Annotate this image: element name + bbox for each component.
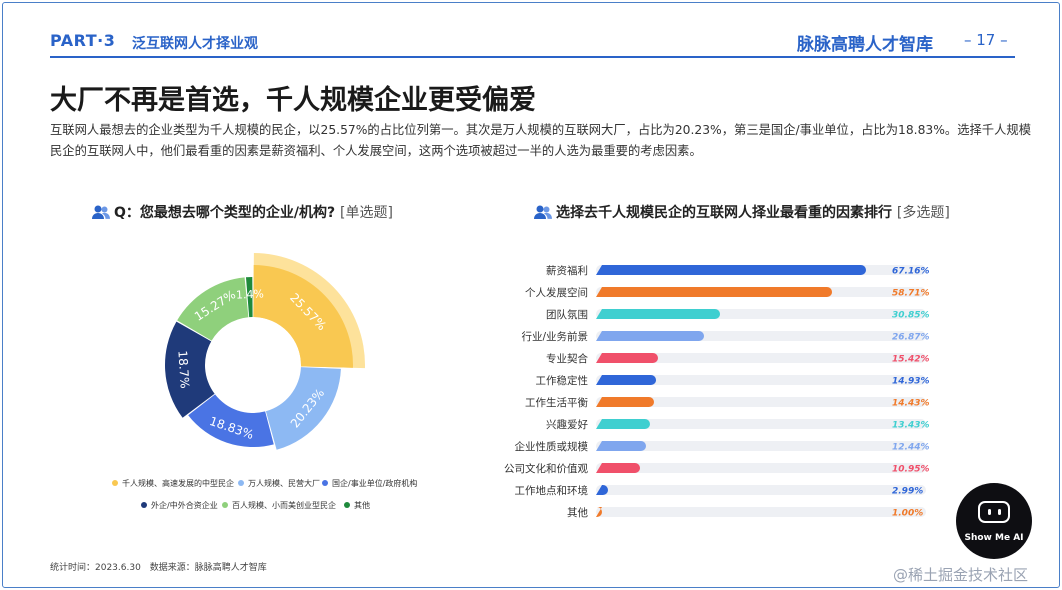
legend-swatch [141,502,147,508]
robot-eye [998,509,1001,515]
bar-question-tag: [多选题] [896,205,950,221]
page-description: 互联网人最想去的企业类型为千人规模的民企，以25.57%的占比位列第一。其次是万… [50,123,1031,158]
donut-question-text: Q：您最想去哪个类型的企业/机构? [114,205,336,221]
legend-label: 百人规模、小而美创业型民企 [232,501,336,510]
watermark: @稀土掘金技术社区 [893,566,1029,584]
users-icon [92,205,110,219]
legend-swatch [112,480,118,486]
robot-eye [988,509,991,515]
robot-icon [978,501,1010,523]
legend-label: 千人规模、高速发展的中型民企 [122,479,234,488]
robot-badge: Show Me AI [956,483,1032,559]
legend-item: 百人规模、小而美创业型民企 [222,500,336,511]
donut-question-tag: [单选题] [340,205,393,221]
badge-label: Show Me AI [964,533,1024,543]
legend-swatch [222,502,228,508]
legend-swatch [344,502,350,508]
section-title: 泛互联网人才择业观 [132,36,258,52]
donut-question: Q：您最想去哪个类型的企业/机构? [单选题] [92,202,393,222]
legend-label: 万人规模、民营大厂 [248,479,320,488]
page-number: – 17 – [964,31,1008,49]
bar-question: 选择去千人规模民企的互联网人择业最看重的因素排行 [多选题] [534,202,950,222]
legend-swatch [322,480,328,486]
legend-item: 千人规模、高速发展的中型民企 [112,478,234,489]
legend-item: 国企/事业单位/政府机构 [322,478,417,489]
legend-item: 万人规模、民营大厂 [238,478,320,489]
legend-item: 外企/中外合资企业 [141,500,218,511]
legend-item: 其他 [344,500,370,511]
header-divider [50,56,1015,58]
footer-source: 统计时间：2023.6.30 数据来源：脉脉高聘人才智库 [50,563,267,573]
brand-name: 脉脉高聘人才智库 [797,35,933,55]
legend-label: 其他 [354,501,370,510]
bar-question-text: 选择去千人规模民企的互联网人择业最看重的因素排行 [556,205,892,221]
part-label: PART·3 [50,31,116,50]
users-icon [534,205,552,219]
legend-label: 国企/事业单位/政府机构 [332,479,418,488]
legend-swatch [238,480,244,486]
legend-label: 外企/中外合资企业 [151,501,218,510]
page-title: 大厂不再是首选，千人规模企业更受偏爱 [50,85,536,116]
